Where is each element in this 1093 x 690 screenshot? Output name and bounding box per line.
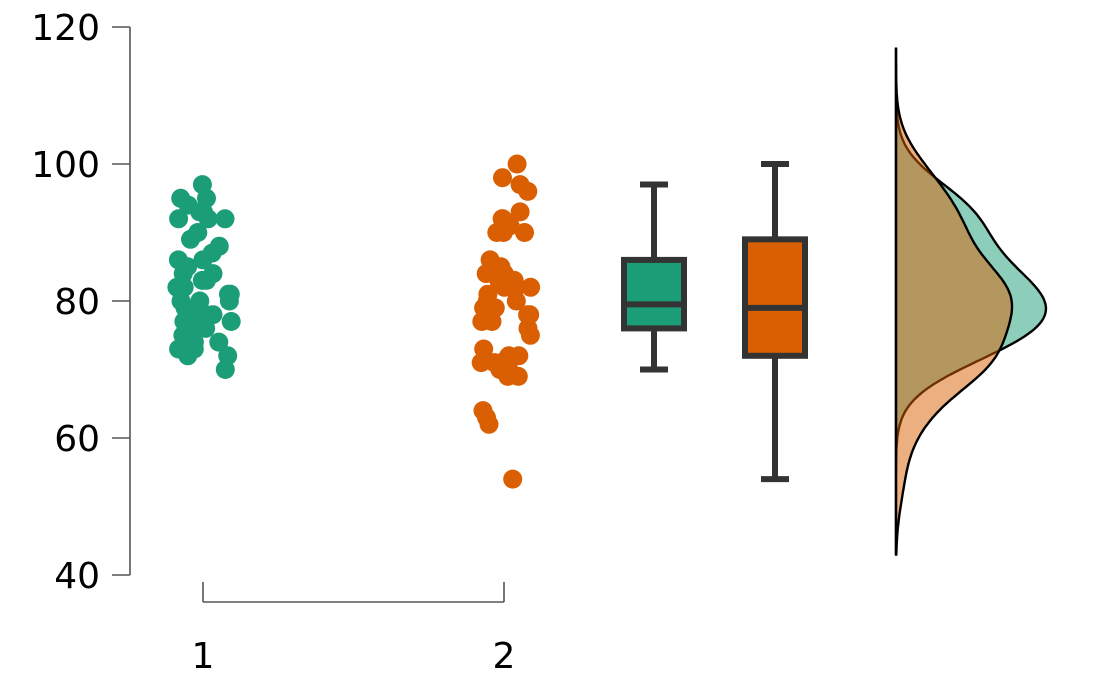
data-point [221,312,241,331]
data-point [515,223,534,242]
data-point [198,209,218,229]
y-tick-label: 60 [54,419,100,460]
data-point [471,353,491,373]
y-tick-label: 80 [54,282,100,323]
data-point [181,229,200,249]
y-axis: 40 60 80 100 120 [31,8,131,597]
data-point [215,209,235,229]
y-tick-label: 120 [31,8,100,49]
data-point [520,325,540,345]
data-point [503,469,523,489]
data-point [509,346,529,366]
data-point [192,270,212,290]
data-point [487,223,507,242]
data-point [508,366,528,386]
jitter-points [167,154,541,489]
x-tick-label: 1 [192,636,215,677]
data-point [507,154,527,174]
data-point [219,291,239,311]
density-2 [894,47,1014,556]
data-point [169,209,189,229]
data-point [209,332,229,352]
boxplots [621,161,808,483]
box-iqr [621,256,687,332]
y-tick-label: 40 [54,556,100,597]
data-point [472,312,492,331]
box-iqr [742,236,808,359]
data-point [518,305,538,325]
y-tick-label: 100 [31,145,100,186]
data-point [506,291,526,311]
density-clouds [894,47,1048,556]
data-point [493,168,512,188]
data-point [479,414,499,434]
data-point [518,181,538,201]
data-point [215,360,235,379]
data-point [178,346,198,366]
data-point [494,277,514,297]
data-point [510,202,530,222]
data-point [193,250,213,270]
data-point [521,277,541,297]
x-tick-label: 2 [493,636,516,677]
